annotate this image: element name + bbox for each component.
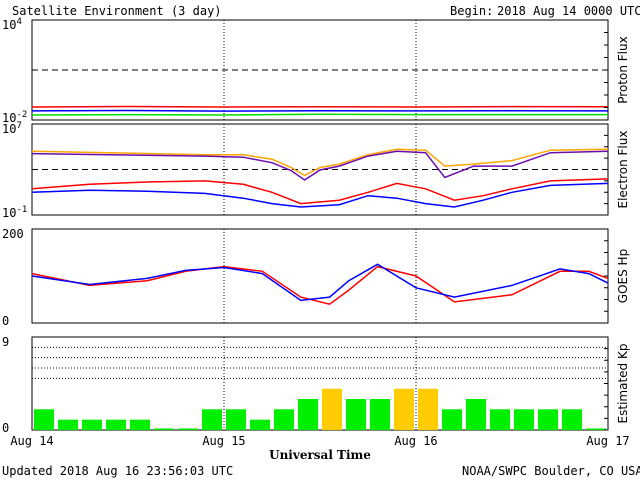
y-tick-label-hp: 0 [2, 314, 9, 328]
series-line-proton-0 [31, 105, 609, 108]
series-line-proton-1 [31, 109, 609, 112]
panel-label-kp: Estimated Kp [616, 344, 630, 424]
y-tick-label-kp: 9 [2, 335, 9, 349]
y-tick-label-proton: 10-2 [2, 110, 27, 125]
kp-bar [202, 409, 222, 430]
x-tick-label: Aug 17 [586, 434, 629, 448]
x-tick-label: Aug 15 [202, 434, 245, 448]
panel-frame-proton [31, 19, 609, 121]
series-line-electron-2 [31, 178, 609, 205]
y-tick-label-hp: 200 [2, 227, 24, 241]
panel-label-electron: Electron Flux [616, 131, 630, 209]
panel-label-proton: Proton Flux [616, 36, 630, 103]
x-tick-label: Aug 14 [10, 434, 53, 448]
kp-bar [346, 399, 366, 430]
kp-bar [538, 409, 558, 430]
series-line-electron-0 [31, 148, 609, 177]
kp-bar [490, 409, 510, 430]
kp-bar [322, 388, 342, 430]
kp-bar [154, 428, 174, 430]
kp-bar [514, 409, 534, 430]
kp-bar [130, 419, 150, 430]
begin-label: Begin: [450, 4, 494, 18]
kp-bar [562, 409, 582, 430]
y-tick-label-proton: 104 [2, 17, 22, 32]
x-axis-label: Universal Time [269, 448, 371, 462]
y-tick-label-kp: 0 [2, 421, 9, 435]
kp-bar [370, 399, 390, 430]
series-line-hp-0 [31, 265, 609, 306]
credit-text: NOAA/SWPC Boulder, CO USA [462, 464, 640, 478]
kp-bar [178, 428, 198, 430]
kp-bar [466, 399, 486, 430]
panel-label-hp: GOES Hp [616, 249, 630, 303]
kp-bar [298, 399, 318, 430]
kp-bar [394, 388, 414, 430]
kp-bar [58, 419, 78, 430]
kp-bar [82, 419, 102, 430]
series-line-proton-2 [31, 113, 608, 116]
chart-title: Satellite Environment (3 day) [12, 4, 222, 18]
series-line-electron-1 [31, 150, 609, 181]
series-line-electron-3 [31, 182, 609, 208]
y-tick-label-electron: 107 [2, 121, 22, 136]
panel-frame-hp [31, 228, 609, 324]
begin-value: 2018 Aug 14 0000 UTC [497, 4, 640, 18]
kp-bar [442, 409, 462, 430]
kp-bar [274, 409, 294, 430]
kp-bar [106, 419, 126, 430]
series-line-hp-1 [31, 263, 609, 302]
kp-bar [250, 419, 270, 430]
y-tick-label-electron: 10-1 [2, 205, 27, 220]
x-tick-label: Aug 16 [394, 434, 437, 448]
kp-bar [226, 409, 246, 430]
kp-bar [586, 428, 606, 430]
kp-bar [34, 409, 54, 430]
kp-bar [418, 388, 438, 430]
updated-timestamp: Updated 2018 Aug 16 23:56:03 UTC [2, 464, 234, 478]
